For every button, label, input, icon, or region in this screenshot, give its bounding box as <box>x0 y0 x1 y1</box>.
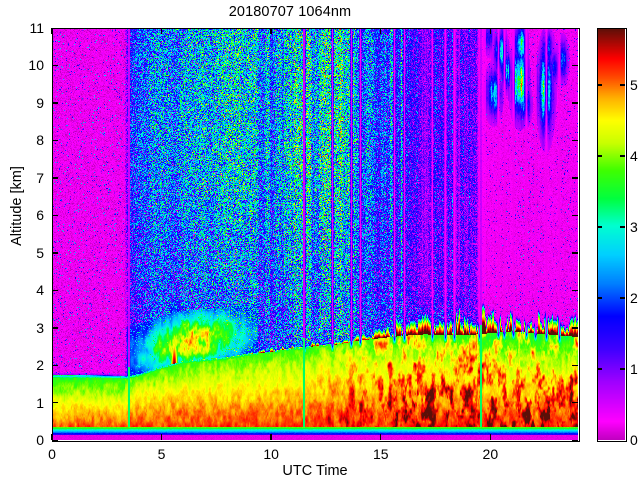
tick-mark <box>572 289 578 292</box>
tick-mark <box>572 327 578 329</box>
tick-mark <box>597 84 602 86</box>
tick-mark <box>620 226 625 228</box>
colorbar-tick-label: 4 <box>630 147 638 164</box>
tick-mark <box>597 226 602 228</box>
tick-mark <box>380 434 382 440</box>
tick-mark <box>270 28 272 34</box>
tick-mark <box>52 27 58 29</box>
x-tick-label: 5 <box>157 446 166 462</box>
x-tick-label: 15 <box>372 446 389 462</box>
tick-mark <box>572 364 578 366</box>
y-tick-label: 7 <box>36 169 44 186</box>
colorbar-tick-label: 2 <box>630 289 638 306</box>
tick-mark <box>597 155 602 157</box>
tick-mark <box>52 102 58 104</box>
colorbar-frame <box>597 28 627 442</box>
tick-mark <box>52 252 58 254</box>
tick-mark <box>620 297 625 299</box>
tick-mark <box>52 64 58 67</box>
tick-mark <box>620 84 625 86</box>
y-tick-label: 9 <box>36 94 44 111</box>
tick-mark <box>572 402 578 404</box>
tick-mark <box>572 139 578 142</box>
tick-mark <box>160 28 163 34</box>
y-tick-label: 1 <box>36 394 44 411</box>
tick-mark <box>572 27 578 29</box>
tick-mark <box>620 155 625 157</box>
y-tick-label: 8 <box>36 132 44 149</box>
y-tick-label: 6 <box>36 207 44 224</box>
y-tick-label: 0 <box>36 432 44 448</box>
tick-mark <box>572 102 578 104</box>
tick-mark <box>572 439 578 441</box>
tick-mark <box>52 439 58 441</box>
tick-mark <box>572 252 578 254</box>
tick-mark <box>620 368 625 370</box>
tick-mark <box>52 364 58 366</box>
tick-mark <box>52 402 58 404</box>
tick-mark <box>52 327 58 329</box>
x-tick-label: 0 <box>48 446 56 462</box>
tick-mark <box>52 214 58 217</box>
tick-mark <box>489 434 492 440</box>
plot-axes-frame <box>52 28 580 442</box>
y-tick-label: 10 <box>28 57 44 74</box>
tick-mark <box>380 28 382 34</box>
x-tick-label: 10 <box>263 446 279 462</box>
colorbar-tick-label: 5 <box>630 76 638 93</box>
tick-mark <box>160 434 163 440</box>
tick-mark <box>572 177 578 179</box>
colorbar-tick-label: 0 <box>630 432 638 448</box>
colorbar-gradient <box>597 28 625 440</box>
tick-mark <box>51 434 53 440</box>
tick-mark <box>597 297 602 299</box>
x-tick-label: 20 <box>482 446 499 462</box>
colorbar-tick-label: 1 <box>630 360 638 377</box>
tick-mark <box>52 177 58 179</box>
y-tick-label: 5 <box>36 244 44 261</box>
tick-mark <box>489 28 492 34</box>
y-tick-label: 2 <box>36 357 44 374</box>
tick-mark <box>270 434 272 440</box>
y-tick-label: 3 <box>36 319 44 336</box>
tick-mark <box>572 64 578 67</box>
x-axis-label: UTC Time <box>282 463 348 479</box>
backscatter-heatmap <box>52 28 578 440</box>
tick-mark <box>52 139 58 142</box>
colorbar-tick-label: 3 <box>630 218 638 235</box>
tick-mark <box>597 368 602 370</box>
y-axis-label: Altitude [km] <box>9 166 25 246</box>
tick-mark <box>572 214 578 217</box>
tick-mark <box>51 28 53 34</box>
y-tick-label: 4 <box>36 282 44 299</box>
y-tick-label: 11 <box>29 20 44 36</box>
tick-mark <box>52 289 58 292</box>
page-title: 20180707 1064nm <box>228 4 352 20</box>
